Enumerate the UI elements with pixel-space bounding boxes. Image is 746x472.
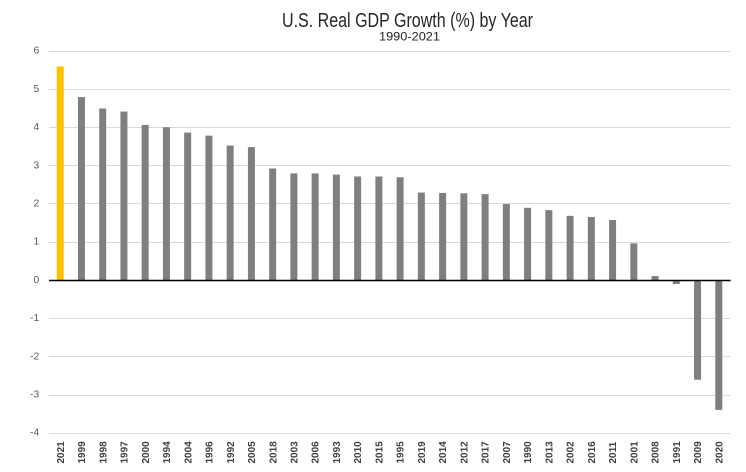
svg-text:5: 5 [33,84,39,95]
svg-text:2021: 2021 [56,441,67,464]
svg-text:2001: 2001 [629,441,640,464]
svg-text:2018: 2018 [268,441,279,464]
svg-text:2010: 2010 [353,441,364,464]
svg-text:2020: 2020 [714,441,725,464]
svg-text:2019: 2019 [417,441,428,464]
svg-text:1997: 1997 [120,441,131,464]
svg-text:-2: -2 [30,351,39,362]
svg-text:1: 1 [33,237,39,248]
svg-text:1993: 1993 [332,441,343,464]
svg-text:6: 6 [33,46,39,57]
svg-text:1995: 1995 [396,441,407,464]
svg-text:1998: 1998 [98,441,109,464]
svg-text:2002: 2002 [566,441,577,464]
svg-text:2007: 2007 [502,441,513,464]
svg-text:U.S. Real GDP Growth (%) by Ye: U.S. Real GDP Growth (%) by Year [282,10,533,32]
svg-text:2008: 2008 [651,441,662,464]
svg-text:-1: -1 [30,313,39,324]
svg-text:2016: 2016 [587,441,598,464]
svg-text:2004: 2004 [183,441,194,464]
svg-text:2017: 2017 [481,441,492,464]
svg-text:1999: 1999 [77,441,88,464]
svg-text:0: 0 [33,275,39,286]
svg-text:2000: 2000 [141,441,152,464]
svg-text:2009: 2009 [693,441,704,464]
svg-text:2: 2 [33,199,39,210]
svg-text:1994: 1994 [162,441,173,464]
svg-text:2015: 2015 [374,441,385,464]
svg-text:-4: -4 [30,428,39,439]
svg-text:-3: -3 [30,390,39,401]
svg-text:2011: 2011 [608,441,619,463]
svg-text:2005: 2005 [247,441,258,464]
svg-text:4: 4 [33,122,39,133]
svg-text:1992: 1992 [226,441,237,464]
svg-text:2006: 2006 [311,441,322,464]
svg-text:2014: 2014 [438,441,449,464]
svg-text:2012: 2012 [459,441,470,464]
svg-text:1991: 1991 [672,441,683,464]
svg-text:1990-2021: 1990-2021 [379,30,440,44]
svg-text:1996: 1996 [205,441,216,464]
svg-text:2003: 2003 [290,441,301,464]
svg-text:3: 3 [33,160,39,171]
svg-text:1990: 1990 [523,441,534,464]
svg-text:2013: 2013 [544,441,555,464]
